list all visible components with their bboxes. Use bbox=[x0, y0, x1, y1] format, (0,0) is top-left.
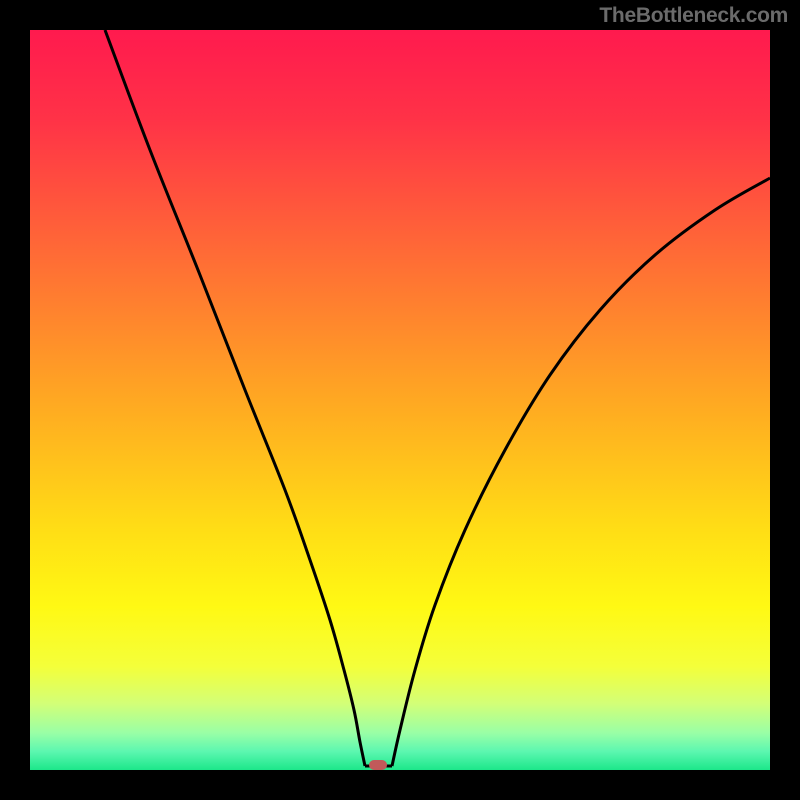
curve-left-branch bbox=[105, 30, 365, 766]
watermark-text: TheBottleneck.com bbox=[599, 4, 788, 28]
curve-right-branch bbox=[392, 178, 770, 766]
chart-container: TheBottleneck.com bbox=[0, 0, 800, 800]
valley-marker bbox=[369, 760, 387, 770]
curve-layer bbox=[30, 30, 770, 770]
plot-area bbox=[30, 30, 770, 770]
